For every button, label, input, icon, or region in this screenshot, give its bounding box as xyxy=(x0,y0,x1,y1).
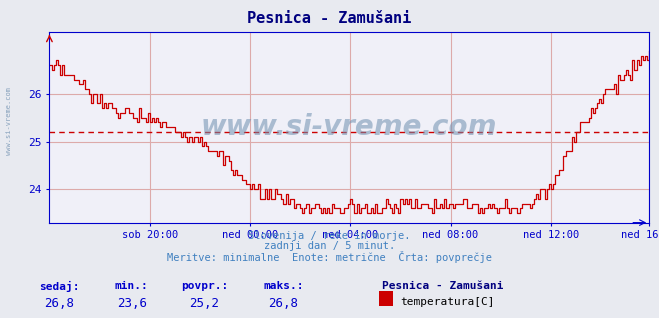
Text: Slovenija / reke in morje.: Slovenija / reke in morje. xyxy=(248,231,411,240)
Text: min.:: min.: xyxy=(115,281,149,291)
Text: zadnji dan / 5 minut.: zadnji dan / 5 minut. xyxy=(264,241,395,251)
Text: 23,6: 23,6 xyxy=(117,297,147,310)
Text: Pesnica - Zamušani: Pesnica - Zamušani xyxy=(382,281,503,291)
Text: Pesnica - Zamušani: Pesnica - Zamušani xyxy=(247,11,412,26)
Text: 25,2: 25,2 xyxy=(189,297,219,310)
Text: 26,8: 26,8 xyxy=(44,297,74,310)
Text: Meritve: minimalne  Enote: metrične  Črta: povprečje: Meritve: minimalne Enote: metrične Črta:… xyxy=(167,251,492,263)
Text: www.si-vreme.com: www.si-vreme.com xyxy=(5,87,12,155)
Text: maks.:: maks.: xyxy=(263,281,304,291)
Text: www.si-vreme.com: www.si-vreme.com xyxy=(201,113,498,141)
Text: povpr.:: povpr.: xyxy=(181,281,228,291)
Text: sedaj:: sedaj: xyxy=(39,281,80,293)
Text: 26,8: 26,8 xyxy=(268,297,299,310)
Text: temperatura[C]: temperatura[C] xyxy=(401,297,495,307)
